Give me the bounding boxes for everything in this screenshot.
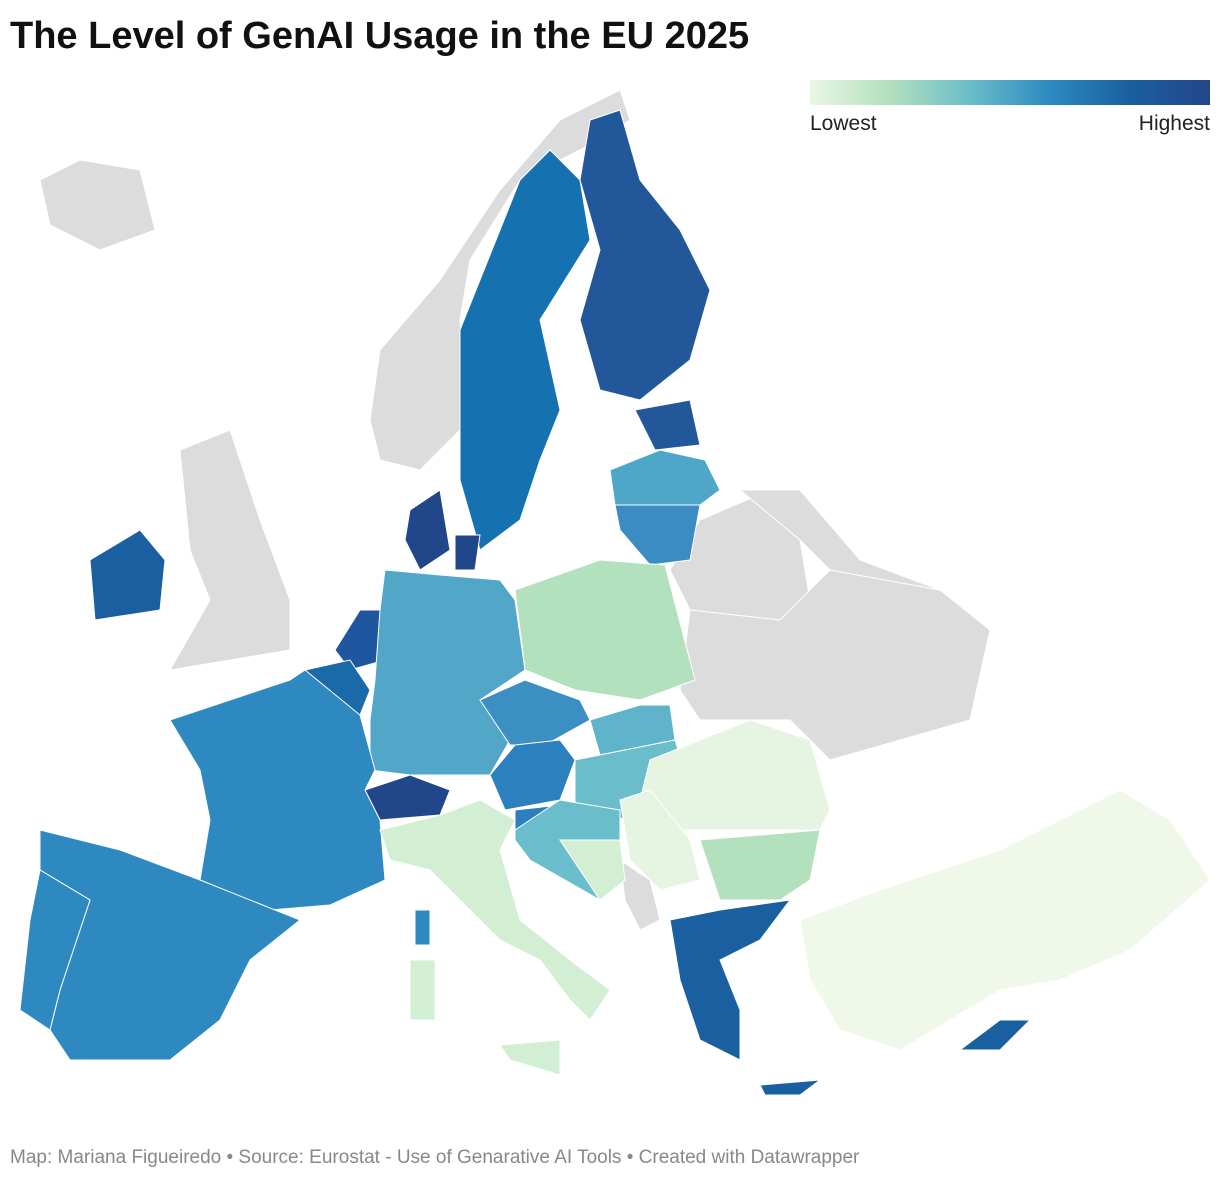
country [414, 909, 431, 946]
country [609, 449, 721, 506]
non-eu-country [679, 569, 991, 761]
country [404, 489, 451, 571]
non-eu-country [619, 858, 661, 931]
country [699, 829, 821, 901]
non-eu-country [738, 489, 941, 591]
legend-gradient [810, 80, 1210, 105]
country [369, 569, 526, 776]
country [409, 959, 436, 1021]
country [559, 839, 626, 901]
country [514, 559, 696, 701]
legend-high: Highest [1139, 112, 1210, 135]
country [958, 1019, 1032, 1051]
title: The Level of GenAI Usage in the EU 2025 [10, 15, 749, 57]
country [669, 899, 792, 1061]
non-eu-country [39, 159, 156, 251]
country [379, 799, 611, 1021]
non-eu-country [169, 429, 291, 671]
country [454, 534, 481, 571]
country [614, 504, 701, 566]
non-eu-country [369, 89, 631, 471]
country [589, 704, 676, 756]
country [169, 669, 386, 911]
country [619, 789, 701, 891]
country [759, 1079, 822, 1096]
country [499, 1039, 561, 1076]
legend-low: Lowest [810, 112, 877, 135]
country [799, 789, 1211, 1051]
country [459, 149, 591, 551]
country [89, 529, 166, 621]
country [634, 399, 701, 451]
land [19, 89, 1211, 1096]
country [364, 774, 451, 821]
country [579, 109, 711, 401]
footer: Map: Mariana Figueiredo • Source: Eurost… [10, 1147, 860, 1168]
country [19, 869, 91, 1031]
